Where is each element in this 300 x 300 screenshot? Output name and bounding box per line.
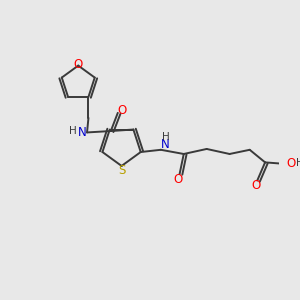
Text: O: O [286,157,296,170]
Text: O: O [251,179,260,192]
Text: S: S [118,164,125,178]
Text: H: H [162,132,170,142]
Text: O: O [173,172,183,186]
Text: O: O [117,103,127,117]
Text: H: H [69,126,77,136]
Text: N: N [78,126,86,139]
Text: O: O [74,58,83,71]
Text: H: H [296,158,300,168]
Text: N: N [161,138,170,151]
